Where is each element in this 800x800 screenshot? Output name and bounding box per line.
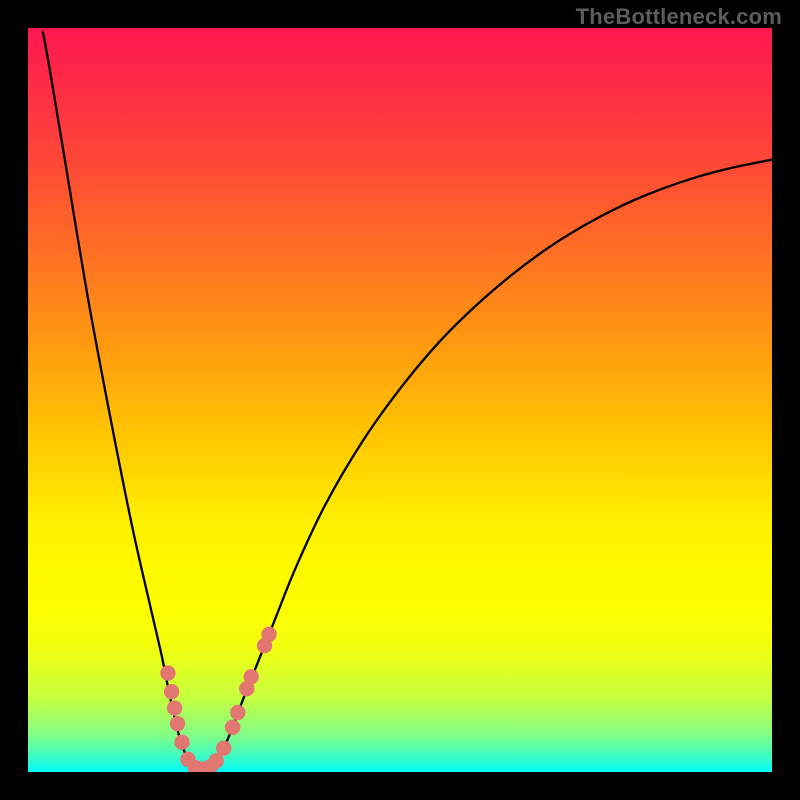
bottleneck-chart xyxy=(0,0,800,800)
data-marker xyxy=(262,627,276,641)
data-marker xyxy=(244,670,258,684)
data-marker xyxy=(225,720,239,734)
data-marker xyxy=(170,716,184,730)
site-watermark: TheBottleneck.com xyxy=(576,4,782,30)
chart-background xyxy=(28,28,772,772)
data-marker xyxy=(175,735,189,749)
data-marker xyxy=(216,741,230,755)
data-marker xyxy=(161,666,175,680)
data-marker xyxy=(231,705,245,719)
data-marker xyxy=(209,754,223,768)
data-marker xyxy=(167,701,181,715)
data-marker xyxy=(164,684,178,698)
chart-container: TheBottleneck.com xyxy=(0,0,800,800)
